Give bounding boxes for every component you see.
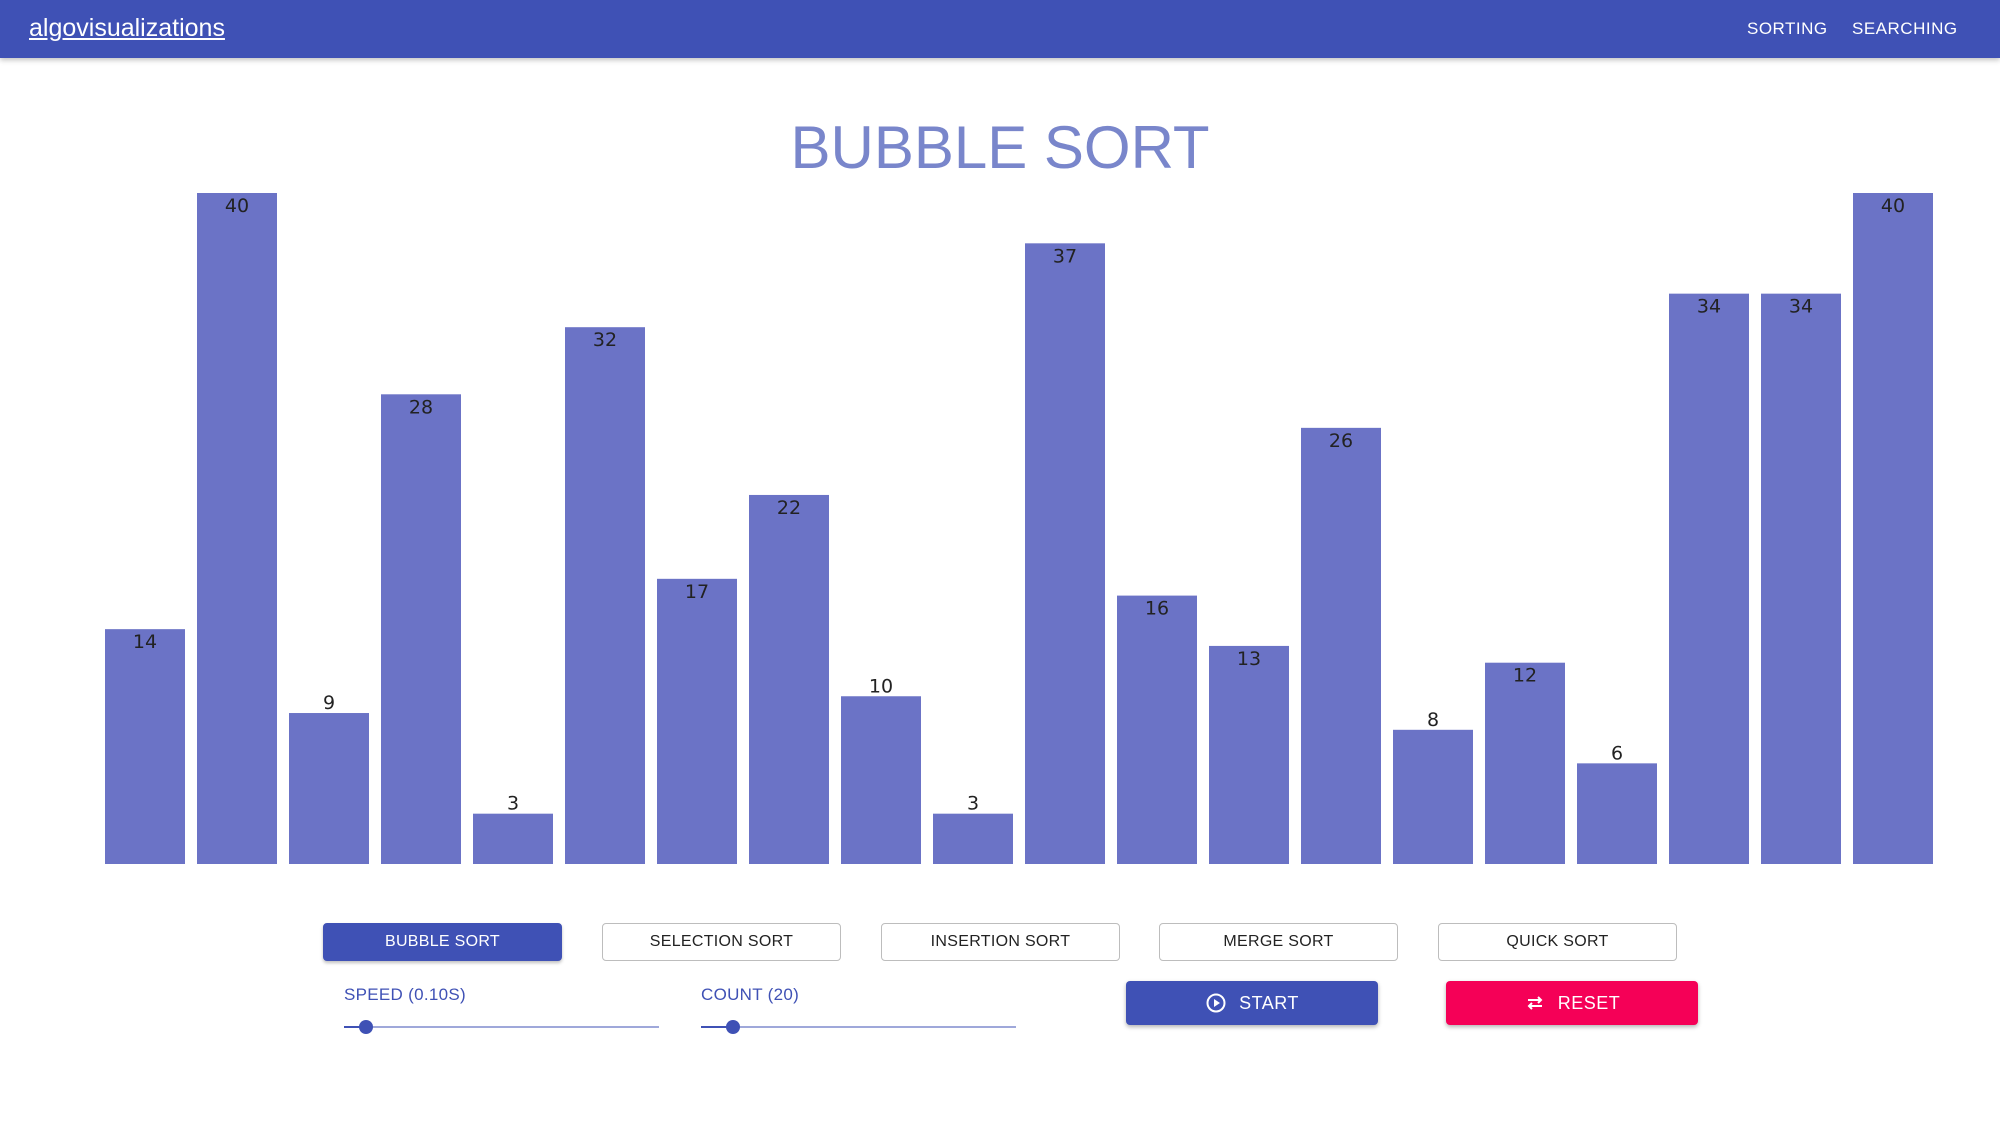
bar	[1669, 293, 1749, 864]
bar	[749, 494, 829, 864]
bar-value-label: 9	[323, 692, 335, 714]
selection-sort-button[interactable]: SELECTION SORT	[602, 923, 841, 961]
nav-sorting-link[interactable]: SORTING	[1747, 19, 1828, 38]
nav-searching-link[interactable]: SEARCHING	[1852, 19, 1958, 38]
bar	[841, 696, 921, 864]
speed-slider-fill	[344, 1026, 367, 1028]
bar	[289, 713, 369, 864]
reset-label: RESET	[1557, 992, 1621, 1013]
speed-slider[interactable]	[344, 1020, 659, 1034]
insertion-sort-button[interactable]: INSERTION SORT	[881, 923, 1120, 961]
play-circle-icon	[1205, 992, 1227, 1014]
count-slider-thumb[interactable]	[725, 1020, 740, 1034]
page-title: BUBBLE SORT	[790, 114, 1210, 181]
bar	[1209, 645, 1289, 864]
bar	[657, 578, 737, 864]
bar-value-label: 10	[869, 675, 893, 697]
bar	[933, 813, 1013, 864]
bubble-sort-button[interactable]: BUBBLE SORT	[323, 923, 562, 961]
bar	[1393, 729, 1473, 864]
bar-value-label: 34	[1697, 296, 1721, 318]
bar	[473, 813, 553, 864]
bar-value-label: 28	[409, 396, 433, 418]
quick-sort-button[interactable]: QUICK SORT	[1438, 923, 1677, 961]
bar-value-label: 40	[225, 195, 249, 217]
bar-value-label: 3	[507, 793, 519, 815]
bar-value-label: 16	[1145, 598, 1169, 620]
count-slider-fill	[701, 1026, 733, 1028]
bar	[1117, 595, 1197, 864]
bar	[1301, 427, 1381, 864]
speed-slider-thumb[interactable]	[359, 1020, 374, 1034]
start-button[interactable]: START	[1126, 981, 1378, 1025]
bar	[381, 394, 461, 864]
bar	[1025, 243, 1105, 864]
app-bar: algovisualizations SORTING SEARCHING	[0, 0, 2000, 58]
count-label: COUNT (20)	[701, 985, 800, 1004]
bar-value-label: 37	[1053, 245, 1077, 267]
count-slider[interactable]	[701, 1020, 1016, 1034]
bar-value-label: 22	[777, 497, 801, 519]
speed-label: SPEED (0.10S)	[344, 985, 467, 1004]
bar	[1485, 662, 1565, 864]
bar-value-label: 17	[685, 581, 709, 603]
bar-value-label: 6	[1611, 742, 1623, 764]
bar-chart: 14 40 9 28 3 32 17 22 10 3 37 16 13 26 8 12 6 34 34 40	[105, 193, 1933, 864]
bar-value-label: 26	[1329, 430, 1353, 452]
bar	[1761, 293, 1841, 864]
bar-value-label: 40	[1881, 195, 1905, 217]
bar	[197, 193, 277, 864]
bar-value-label: 14	[133, 631, 157, 653]
bar	[565, 327, 645, 864]
brand-link[interactable]: algovisualizations	[29, 14, 225, 42]
bar-value-label: 12	[1513, 665, 1537, 687]
bar-value-label: 8	[1427, 709, 1439, 731]
bar	[1853, 193, 1933, 864]
swap-arrows-icon	[1524, 992, 1546, 1014]
start-label: START	[1239, 992, 1299, 1013]
bar-value-label: 13	[1237, 648, 1261, 670]
reset-button[interactable]: RESET	[1446, 981, 1698, 1025]
bar	[105, 629, 185, 864]
merge-sort-button[interactable]: MERGE SORT	[1159, 923, 1398, 961]
bar-value-label: 3	[967, 793, 979, 815]
bar-value-label: 34	[1789, 296, 1813, 318]
bar	[1577, 763, 1657, 864]
bar-value-label: 32	[593, 329, 617, 351]
